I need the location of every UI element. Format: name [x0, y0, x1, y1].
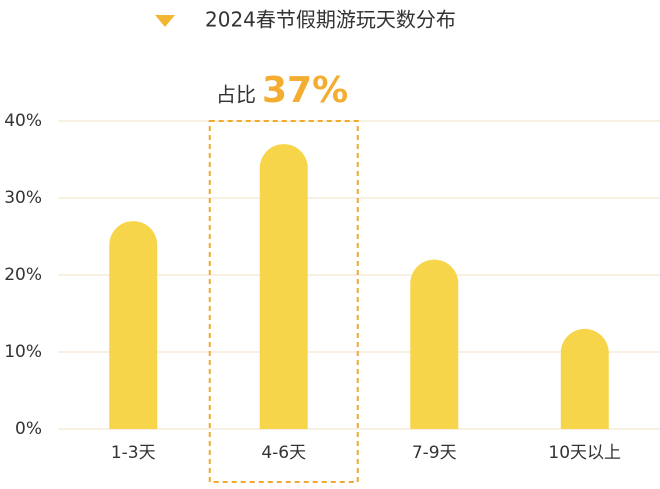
y-tick-label: 20%	[4, 265, 42, 285]
annotation: 占比	[216, 83, 256, 107]
value-label: 37%	[262, 70, 348, 111]
title-icon	[155, 15, 175, 27]
chart-title: 2024春节假期游玩天数分布	[205, 8, 456, 32]
y-tick-label: 0%	[15, 419, 42, 439]
highlight-box	[208, 120, 359, 483]
bar	[560, 328, 609, 429]
y-tick-label: 40%	[4, 111, 42, 131]
bar	[109, 221, 158, 429]
bar	[259, 144, 308, 429]
x-tick-label: 1-3天	[111, 443, 156, 463]
bar	[410, 259, 459, 429]
y-tick-label: 10%	[4, 342, 42, 362]
y-tick-label: 30%	[4, 188, 42, 208]
x-tick-label: 10天以上	[548, 443, 621, 463]
x-tick-label: 7-9天	[412, 443, 457, 463]
x-tick-label: 4-6天	[261, 443, 306, 463]
